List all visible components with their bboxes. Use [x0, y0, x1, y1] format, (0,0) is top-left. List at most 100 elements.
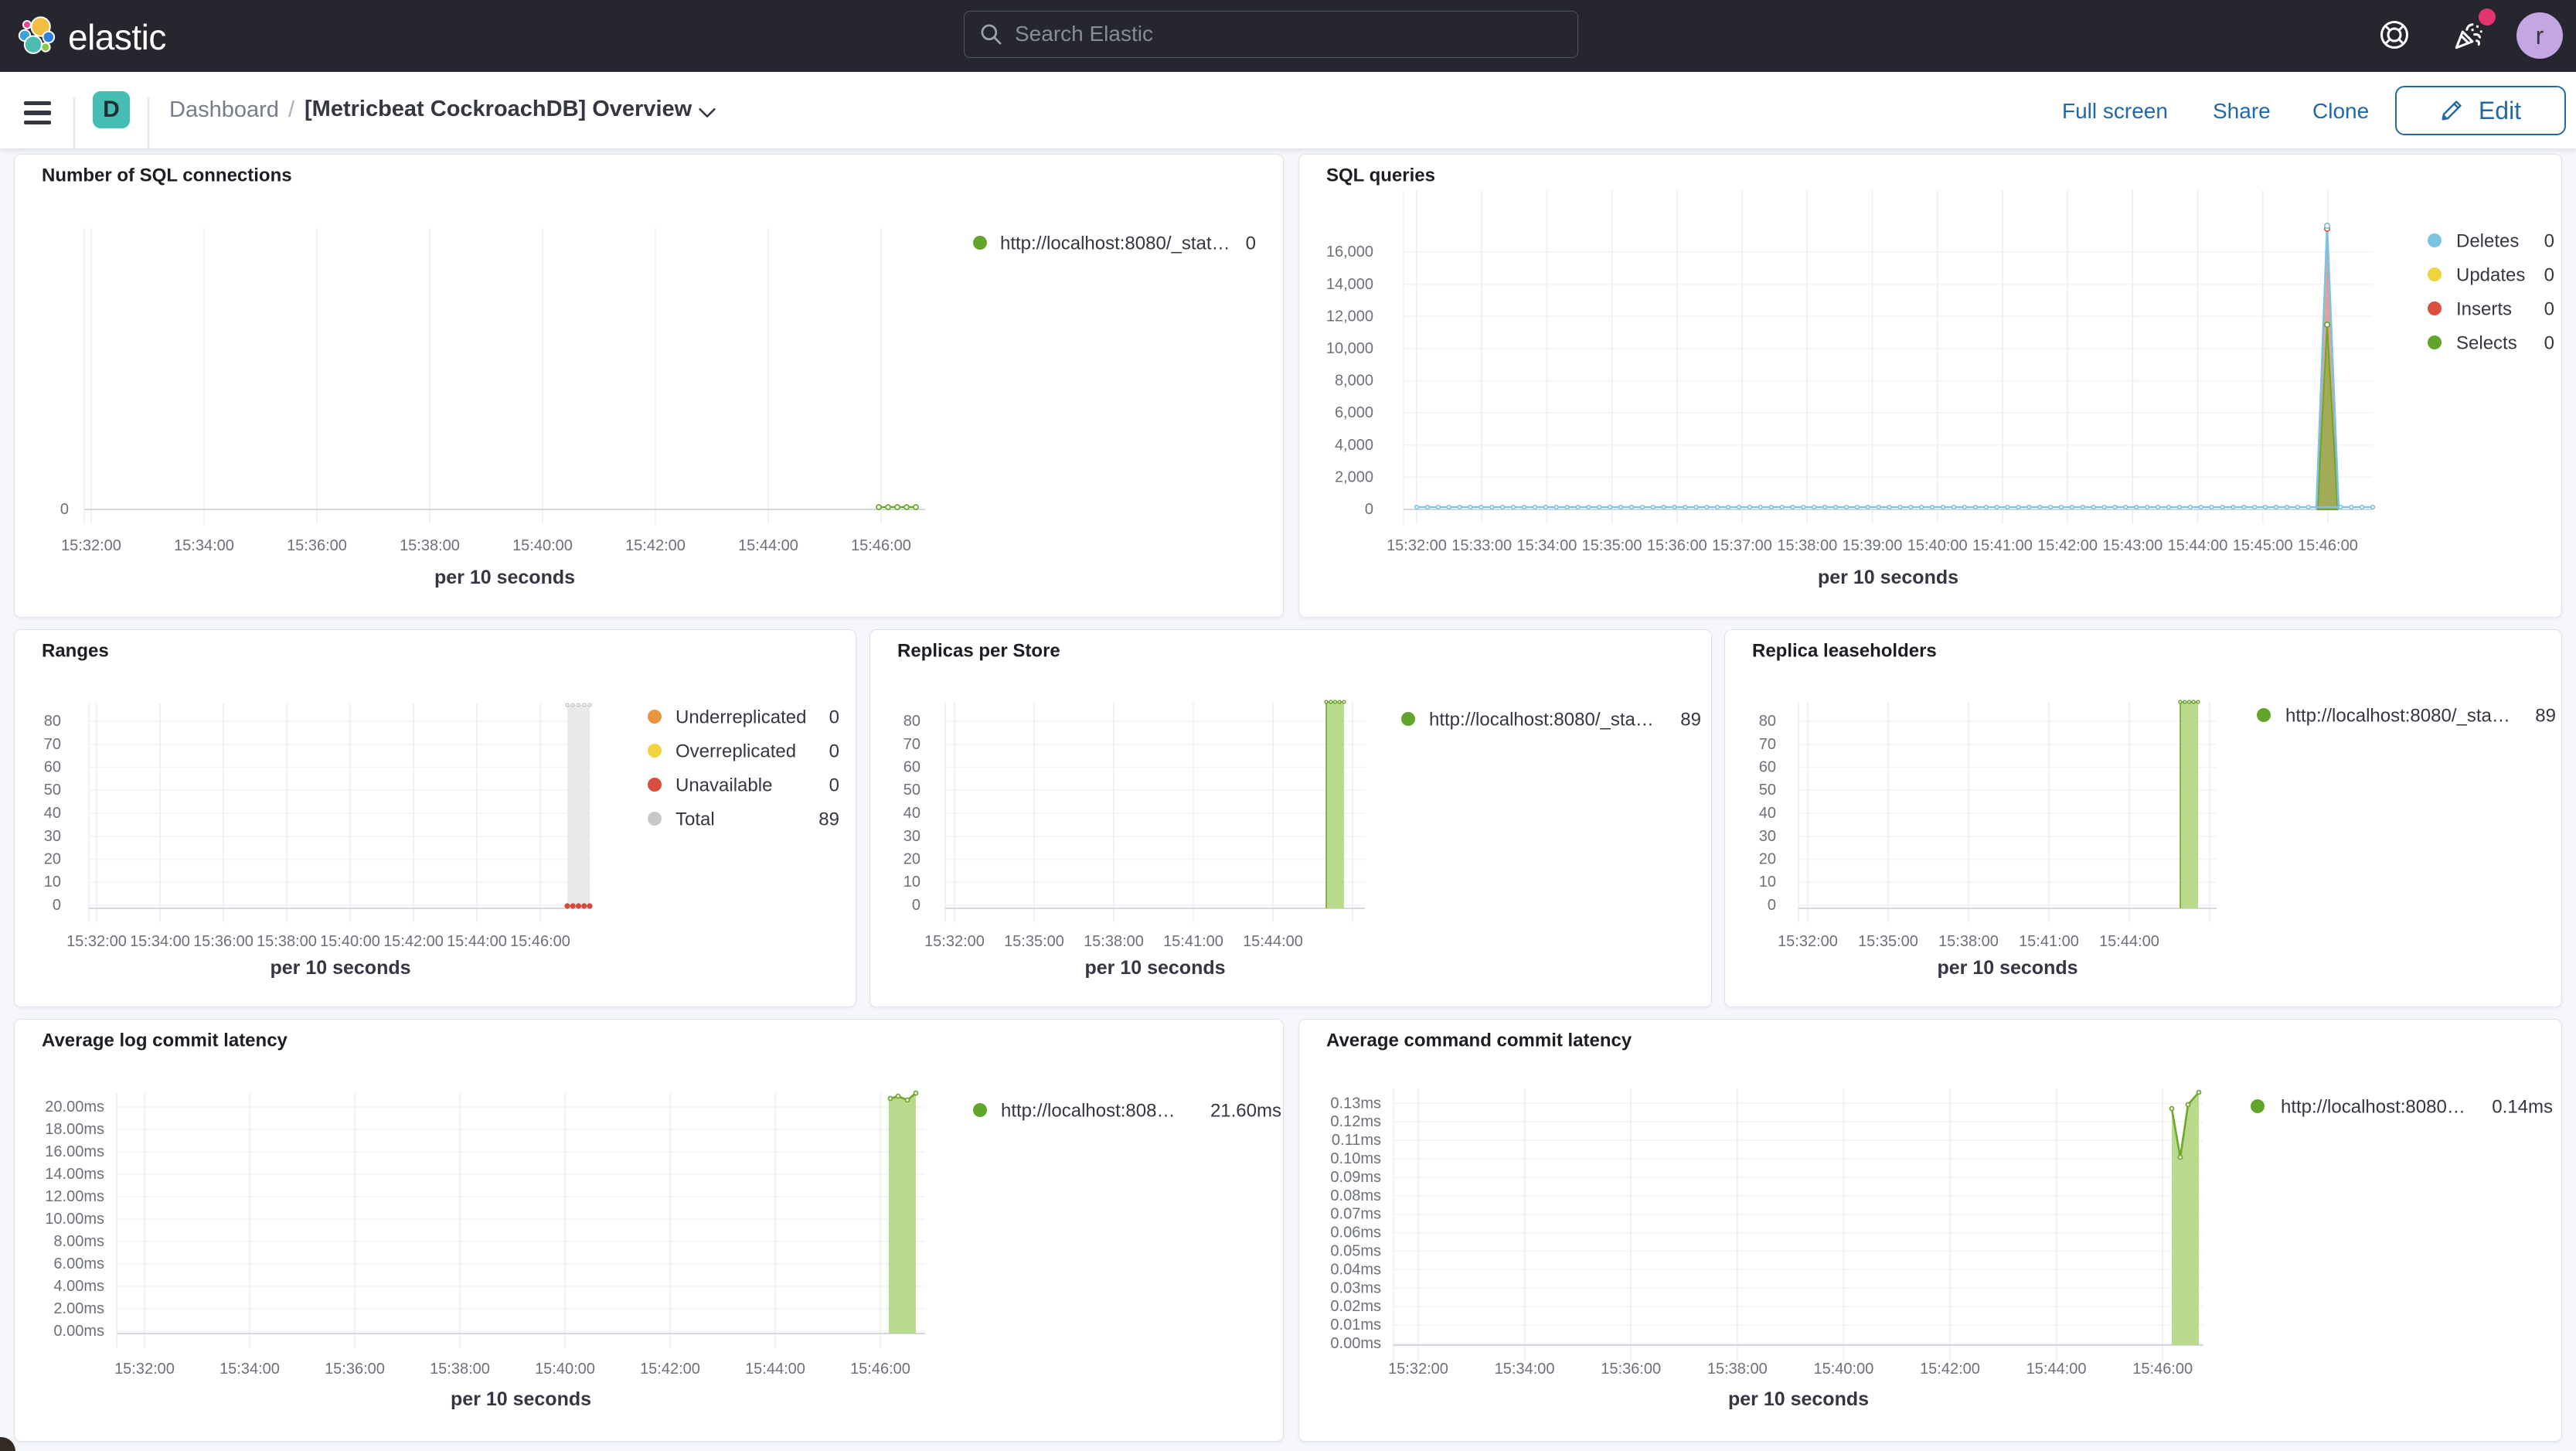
svg-text:15:33:00: 15:33:00: [1451, 537, 1512, 554]
svg-text:15:32:00: 15:32:00: [61, 537, 121, 554]
svg-text:60: 60: [44, 759, 61, 776]
svg-text:15:44:00: 15:44:00: [738, 537, 798, 554]
svg-text:15:38:00: 15:38:00: [1777, 537, 1837, 554]
svg-text:0: 0: [2544, 265, 2554, 286]
svg-text:0: 0: [2544, 231, 2554, 252]
svg-text:15:38:00: 15:38:00: [1084, 933, 1144, 950]
svg-text:15:44:00: 15:44:00: [2168, 537, 2228, 554]
svg-text:20: 20: [1759, 851, 1776, 868]
svg-text:0: 0: [1768, 897, 1776, 914]
svg-text:0.09ms: 0.09ms: [1330, 1169, 1381, 1186]
svg-text:0.00ms: 0.00ms: [1330, 1335, 1381, 1352]
svg-text:Unavailable: Unavailable: [675, 775, 772, 796]
svg-text:15:40:00: 15:40:00: [535, 1361, 595, 1378]
svg-text:http://localhost:8080/_sta…: http://localhost:8080/_sta…: [2285, 706, 2510, 727]
svg-text:0: 0: [2544, 299, 2554, 320]
svg-text:15:40:00: 15:40:00: [1813, 1361, 1873, 1378]
svg-text:http://localhost:8080/_stat…: http://localhost:8080/_stat…: [1000, 233, 1230, 254]
svg-text:0.08ms: 0.08ms: [1330, 1187, 1381, 1204]
svg-text:15:32:00: 15:32:00: [924, 933, 985, 950]
svg-text:Selects: Selects: [2456, 333, 2517, 354]
svg-text:0.00ms: 0.00ms: [53, 1323, 104, 1340]
svg-text:30: 30: [903, 828, 920, 845]
svg-text:12.00ms: 12.00ms: [45, 1188, 104, 1205]
svg-text:15:41:00: 15:41:00: [1163, 933, 1223, 950]
svg-text:0.01ms: 0.01ms: [1330, 1316, 1381, 1333]
svg-text:15:32:00: 15:32:00: [1388, 1361, 1448, 1378]
svg-text:15:36:00: 15:36:00: [1601, 1361, 1661, 1378]
svg-text:http://localhost:8080/_sta…: http://localhost:8080/_sta…: [1429, 710, 1654, 731]
svg-text:60: 60: [903, 759, 920, 776]
svg-text:15:46:00: 15:46:00: [851, 537, 911, 554]
svg-text:per 10 seconds: per 10 seconds: [1937, 957, 2077, 979]
svg-text:40: 40: [1759, 805, 1776, 822]
svg-text:15:40:00: 15:40:00: [1907, 537, 1968, 554]
svg-text:15:44:00: 15:44:00: [1243, 933, 1303, 950]
svg-text:6.00ms: 6.00ms: [53, 1255, 104, 1272]
svg-text:Average log commit latency: Average log commit latency: [42, 1030, 288, 1051]
svg-text:60: 60: [1759, 759, 1776, 776]
svg-text:15:42:00: 15:42:00: [625, 537, 686, 554]
svg-text:20: 20: [44, 851, 61, 868]
svg-text:70: 70: [903, 736, 920, 753]
svg-text:14,000: 14,000: [1326, 276, 1373, 293]
svg-text:30: 30: [1759, 828, 1776, 845]
svg-text:15:44:00: 15:44:00: [2099, 933, 2159, 950]
svg-text:70: 70: [44, 736, 61, 753]
svg-text:0.04ms: 0.04ms: [1330, 1261, 1381, 1278]
svg-text:15:46:00: 15:46:00: [850, 1361, 910, 1378]
svg-text:15:41:00: 15:41:00: [2019, 933, 2079, 950]
svg-text:Underreplicated: Underreplicated: [675, 707, 806, 728]
svg-text:15:36:00: 15:36:00: [287, 537, 347, 554]
svg-text:15:45:00: 15:45:00: [2233, 537, 2293, 554]
svg-text:Total: Total: [675, 809, 715, 830]
svg-text:15:38:00: 15:38:00: [400, 537, 460, 554]
svg-text:15:34:00: 15:34:00: [1516, 537, 1577, 554]
svg-text:10: 10: [903, 874, 920, 891]
svg-text:SQL queries: SQL queries: [1326, 165, 1435, 186]
svg-text:0: 0: [53, 897, 61, 914]
svg-text:10,000: 10,000: [1326, 340, 1373, 357]
svg-text:per 10 seconds: per 10 seconds: [1818, 567, 1958, 588]
svg-text:50: 50: [903, 782, 920, 799]
svg-text:10.00ms: 10.00ms: [45, 1211, 104, 1228]
svg-text:per 10 seconds: per 10 seconds: [270, 957, 410, 979]
svg-text:15:32:00: 15:32:00: [114, 1361, 175, 1378]
svg-text:2.00ms: 2.00ms: [53, 1300, 104, 1317]
svg-text:15:38:00: 15:38:00: [430, 1361, 490, 1378]
svg-text:89: 89: [1680, 710, 1701, 731]
svg-text:15:32:00: 15:32:00: [1387, 537, 1447, 554]
svg-text:0.12ms: 0.12ms: [1330, 1113, 1381, 1130]
svg-text:per 10 seconds: per 10 seconds: [1728, 1388, 1869, 1410]
svg-text:0: 0: [829, 775, 839, 796]
svg-text:20.00ms: 20.00ms: [45, 1098, 104, 1115]
svg-text:10: 10: [44, 874, 61, 891]
svg-text:15:42:00: 15:42:00: [1920, 1361, 1980, 1378]
svg-text:15:46:00: 15:46:00: [2298, 537, 2358, 554]
svg-text:15:41:00: 15:41:00: [1972, 537, 2033, 554]
svg-text:15:38:00: 15:38:00: [257, 933, 317, 950]
svg-text:15:35:00: 15:35:00: [1004, 933, 1064, 950]
svg-text:15:36:00: 15:36:00: [1647, 537, 1707, 554]
svg-text:0.14ms: 0.14ms: [2492, 1097, 2553, 1118]
svg-text:15:42:00: 15:42:00: [640, 1361, 700, 1378]
svg-text:89: 89: [818, 809, 839, 830]
svg-text:15:44:00: 15:44:00: [2026, 1361, 2087, 1378]
svg-text:15:34:00: 15:34:00: [1495, 1361, 1555, 1378]
svg-text:8,000: 8,000: [1335, 373, 1373, 390]
svg-text:15:46:00: 15:46:00: [2132, 1361, 2193, 1378]
svg-text:15:34:00: 15:34:00: [219, 1361, 280, 1378]
svg-text:0: 0: [912, 897, 920, 914]
svg-text:0: 0: [2544, 333, 2554, 354]
svg-text:14.00ms: 14.00ms: [45, 1166, 104, 1183]
svg-text:0: 0: [829, 707, 839, 728]
svg-text:4,000: 4,000: [1335, 437, 1373, 454]
svg-text:80: 80: [44, 713, 61, 730]
svg-text:30: 30: [44, 828, 61, 845]
svg-text:Number of SQL connections: Number of SQL connections: [42, 165, 292, 186]
svg-text:Replicas per Store: Replicas per Store: [897, 641, 1060, 662]
svg-text:Deletes: Deletes: [2456, 231, 2519, 252]
svg-text:15:32:00: 15:32:00: [1778, 933, 1838, 950]
svg-text:0.07ms: 0.07ms: [1330, 1206, 1381, 1223]
svg-text:0: 0: [1246, 233, 1256, 254]
